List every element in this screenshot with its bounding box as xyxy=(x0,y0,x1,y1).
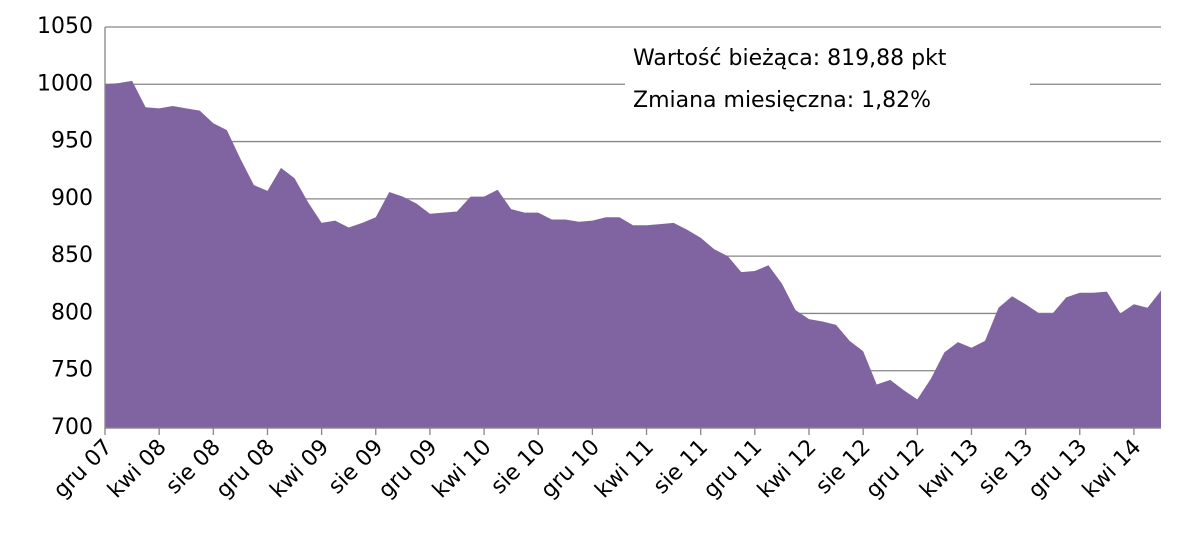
x-tick-label: gru 13 xyxy=(1024,435,1093,504)
y-tick-label: 800 xyxy=(51,300,93,325)
y-tick-label: 1050 xyxy=(37,14,93,39)
x-tick-label: gru 11 xyxy=(699,435,768,504)
x-tick-label: kwi 08 xyxy=(103,435,171,503)
x-tick-label: gru 07 xyxy=(49,435,118,504)
x-tick-label: kwi 10 xyxy=(428,435,496,503)
annotation: Zmiana miesięczna: 1,82% xyxy=(633,88,931,113)
x-tick-label: gru 10 xyxy=(536,435,605,504)
area xyxy=(105,80,1161,428)
x-tick-label: kwi 14 xyxy=(1078,435,1146,503)
x-tick-label: kwi 11 xyxy=(591,435,659,503)
x-tick-label: gru 12 xyxy=(861,435,930,504)
annotation: Wartość bieżąca: 819,88 pkt xyxy=(633,46,947,71)
x-tick-label: kwi 13 xyxy=(915,435,983,503)
x-tick-label: kwi 12 xyxy=(753,435,821,503)
y-tick-label: 950 xyxy=(51,129,93,154)
y-tick-label: 750 xyxy=(51,358,93,383)
x-tick-label: kwi 09 xyxy=(266,435,334,503)
y-tick-label: 1000 xyxy=(37,71,93,96)
x-tick-label: gru 09 xyxy=(374,435,443,504)
y-tick-label: 850 xyxy=(51,243,93,268)
x-tick-label: gru 08 xyxy=(211,435,280,504)
y-tick-label: 700 xyxy=(51,415,93,440)
y-tick-label: 900 xyxy=(51,186,93,211)
annotation-box xyxy=(625,37,1030,123)
